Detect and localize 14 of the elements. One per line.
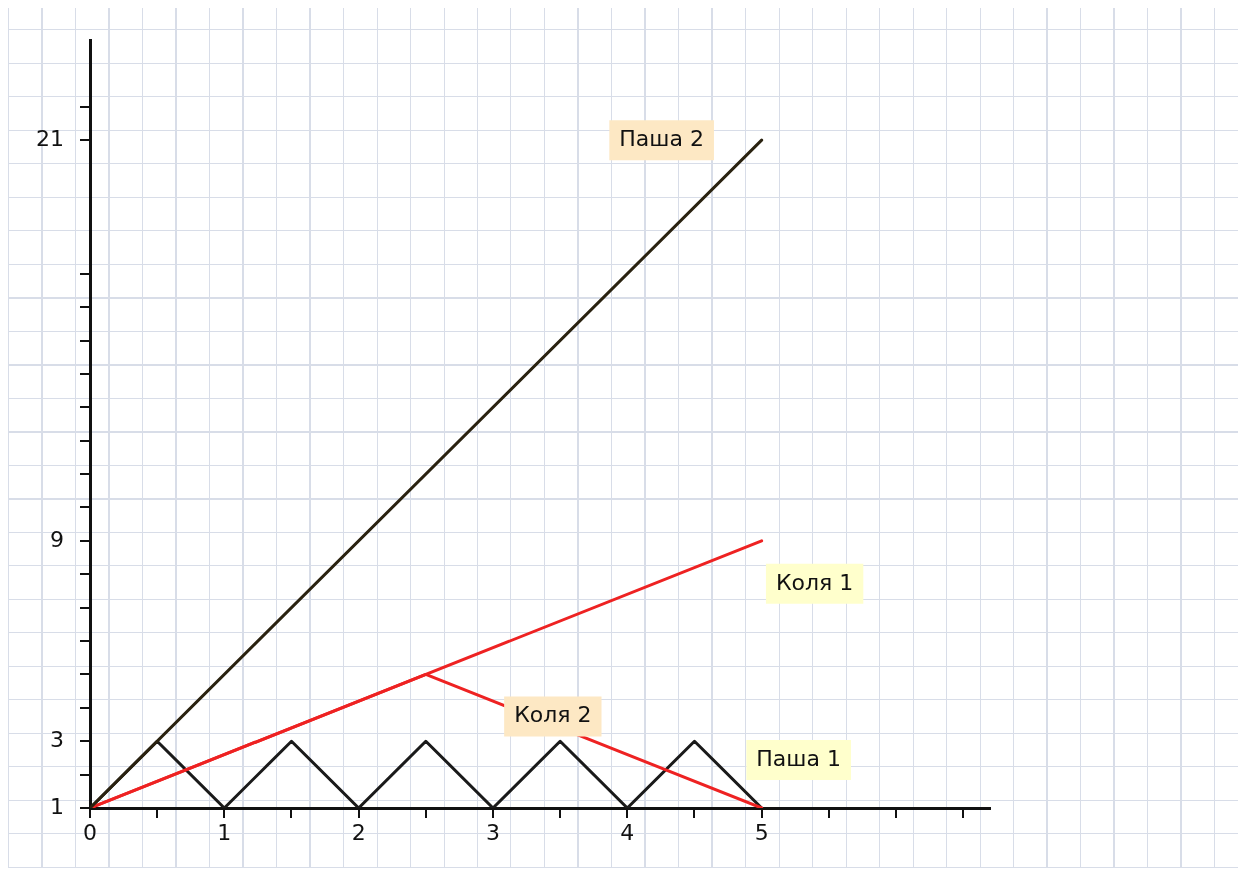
x-tick-label: 4 bbox=[620, 819, 635, 845]
series-label: Паша 1 bbox=[756, 745, 841, 771]
series-label: Коля 1 bbox=[775, 569, 854, 595]
x-tick-label: 3 bbox=[485, 819, 500, 845]
x-tick-label: 2 bbox=[351, 819, 366, 845]
series-label: Паша 2 bbox=[619, 125, 704, 151]
y-tick-label: 9 bbox=[50, 526, 64, 552]
y-tick-label: 1 bbox=[50, 793, 64, 819]
y-tick-label: 21 bbox=[36, 125, 64, 151]
x-tick-label: 1 bbox=[217, 819, 232, 845]
x-tick-label: 0 bbox=[83, 819, 97, 845]
series-label: Коля 2 bbox=[514, 702, 592, 728]
x-tick-label: 5 bbox=[754, 819, 769, 845]
y-tick-label: 3 bbox=[50, 726, 64, 752]
